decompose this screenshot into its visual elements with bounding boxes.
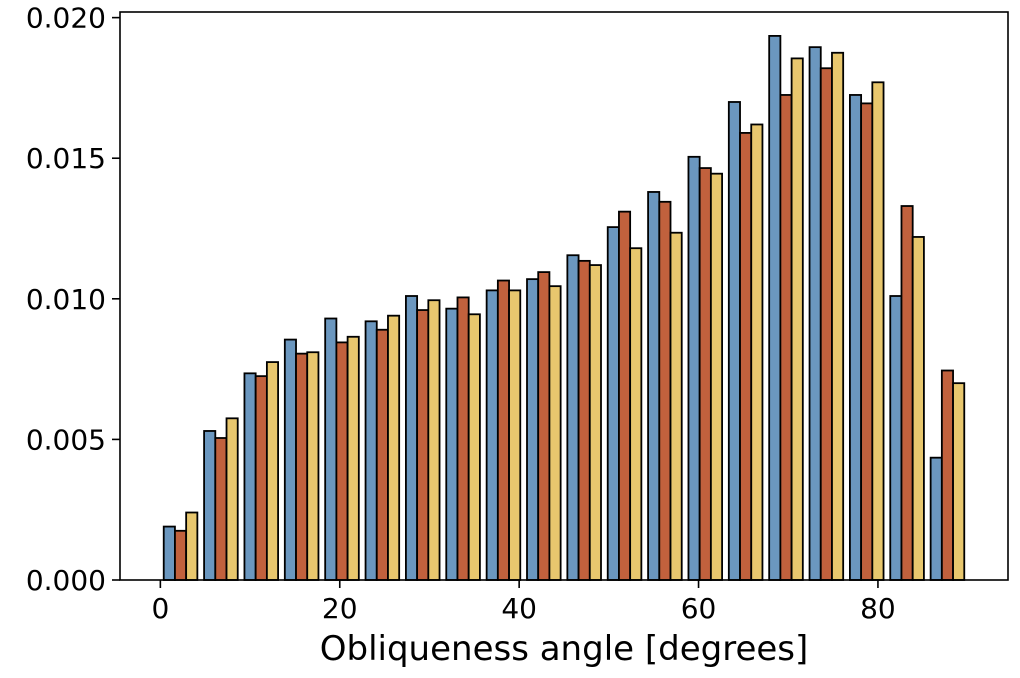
histogram-bar	[790, 57, 804, 581]
histogram-bar	[185, 511, 199, 581]
histogram-bar	[427, 299, 441, 581]
y-tick-label: 0.020	[26, 2, 106, 35]
histogram-bar	[929, 456, 943, 581]
histogram-bar	[629, 247, 643, 581]
histogram-bar	[687, 155, 701, 581]
histogram-bar	[566, 254, 580, 581]
histogram-bar	[456, 296, 470, 581]
plot-frame	[119, 11, 1009, 581]
histogram-bar	[750, 123, 764, 581]
histogram-bar	[588, 264, 602, 581]
histogram-bar	[306, 351, 320, 581]
histogram-bar	[831, 51, 845, 581]
histogram-bar	[548, 285, 562, 581]
histogram-bar	[162, 525, 176, 581]
histogram-bar	[618, 210, 632, 581]
y-tick-label: 0.015	[26, 142, 106, 175]
histogram-bar	[445, 307, 459, 581]
y-tick-label: 0.005	[26, 423, 106, 456]
histogram-bar	[727, 101, 741, 581]
histogram-bar	[768, 35, 782, 581]
histogram-bar	[669, 231, 683, 581]
histogram-bar	[265, 361, 279, 581]
histogram-bar	[295, 352, 309, 581]
histogram-bar	[405, 295, 419, 581]
x-tick-label: 40	[501, 592, 537, 625]
bars-group	[162, 35, 966, 581]
histogram-bar	[203, 430, 217, 581]
x-tick-label: 60	[681, 592, 717, 625]
histogram-bar	[467, 313, 481, 581]
histogram-bar	[346, 335, 360, 581]
y-tick-label: 0.010	[26, 283, 106, 316]
histogram-bar	[808, 46, 822, 581]
histogram-bar	[952, 382, 966, 581]
histogram-bar	[871, 81, 885, 581]
x-tick-label: 20	[322, 592, 358, 625]
y-axis: 0.000 0.005 0.010 0.015 0.020	[26, 2, 120, 597]
histogram-bar	[283, 338, 297, 581]
histogram-bar	[911, 236, 925, 581]
histogram-bar	[335, 341, 349, 581]
histogram-bar	[324, 317, 338, 581]
histogram-bar	[658, 200, 672, 581]
histogram-bar	[606, 226, 620, 581]
histogram-bar	[225, 417, 239, 581]
histogram-bar	[940, 369, 954, 581]
histogram-bar	[709, 172, 723, 581]
histogram-bar	[375, 328, 389, 581]
histogram-bar	[364, 320, 378, 581]
histogram-bar	[647, 191, 661, 581]
histogram-bar	[214, 437, 228, 581]
histogram-bar	[860, 102, 874, 581]
histogram-bar	[739, 132, 753, 581]
x-tick-label: 80	[860, 592, 896, 625]
histogram-bar	[577, 259, 591, 581]
histogram-bar	[496, 279, 510, 581]
histogram-bar	[485, 289, 499, 581]
histogram-bar	[526, 278, 540, 581]
histogram-bar	[174, 529, 188, 581]
histogram-bar	[819, 67, 833, 581]
histogram-bar	[779, 94, 793, 581]
histogram-bar	[243, 372, 257, 581]
histogram-bar	[849, 94, 863, 581]
x-axis: 0 20 40 60 80	[151, 580, 896, 625]
histogram-bar	[387, 314, 401, 581]
histogram-bar	[416, 309, 430, 581]
histogram-bar	[698, 167, 712, 581]
histogram-bar	[889, 295, 903, 581]
histogram-bar	[254, 375, 268, 581]
histogram-bar	[508, 289, 522, 581]
histogram-bar	[537, 271, 551, 581]
y-tick-label: 0.000	[26, 564, 106, 597]
x-tick-label: 0	[151, 592, 169, 625]
x-axis-title: Obliqueness angle [degrees]	[320, 629, 809, 669]
histogram-bar	[900, 205, 914, 581]
